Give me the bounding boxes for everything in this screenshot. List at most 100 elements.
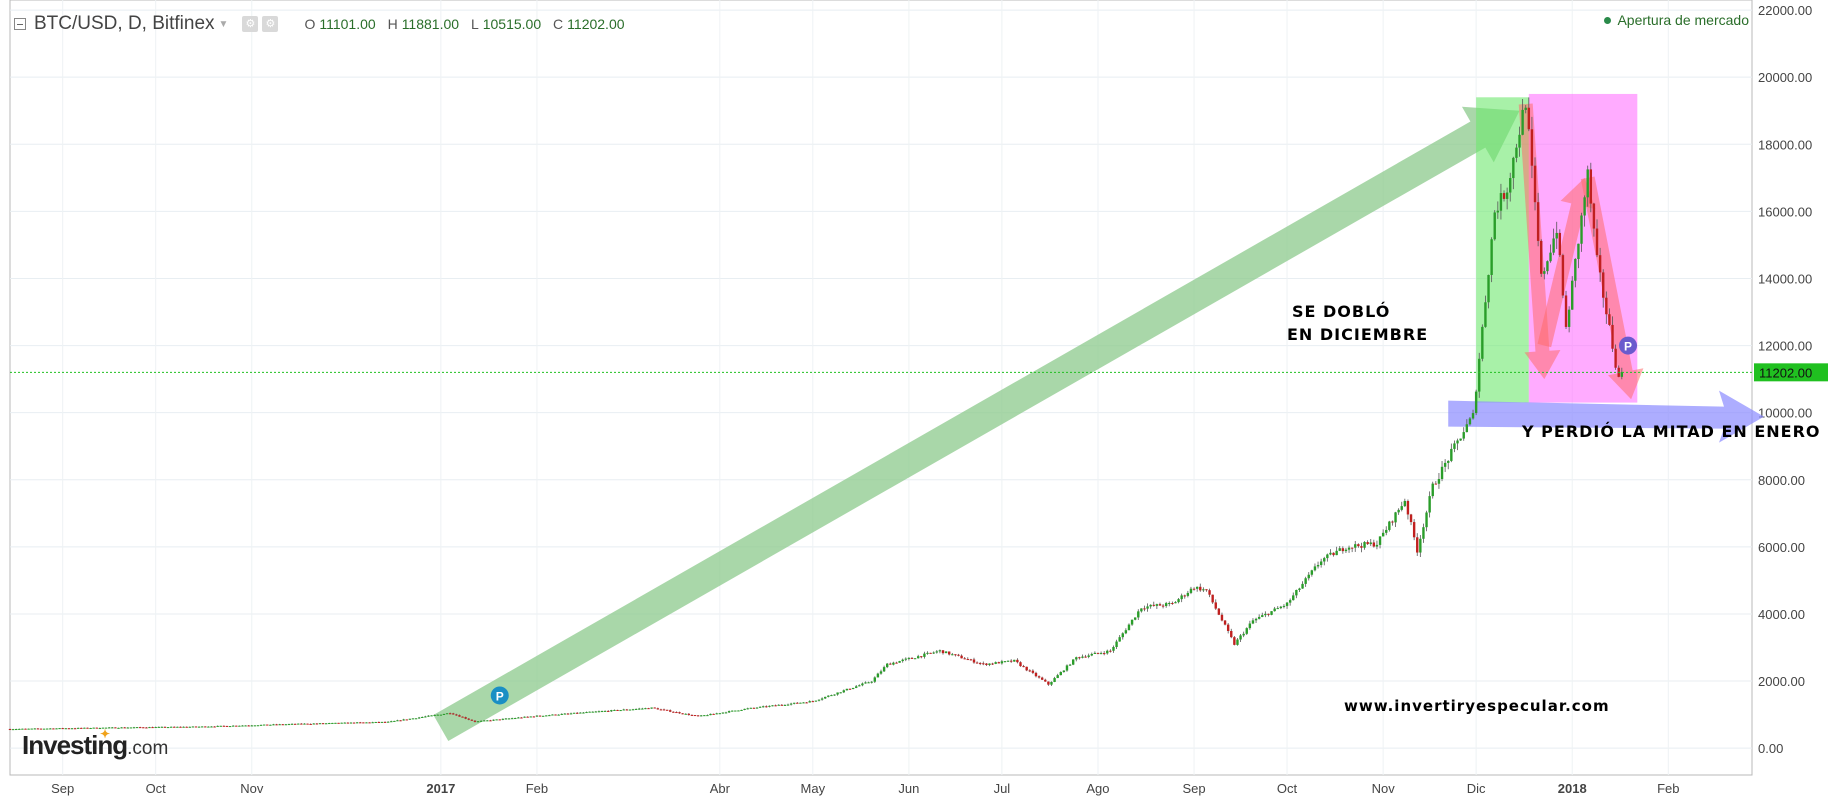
candle-body bbox=[1456, 440, 1459, 444]
candle-body bbox=[355, 722, 359, 724]
candle-body bbox=[712, 713, 715, 715]
candle-body bbox=[281, 724, 284, 726]
annotation-website: www.invertiryespecular.com bbox=[1344, 697, 1610, 715]
candle-body bbox=[1471, 413, 1475, 419]
candle-body bbox=[1462, 432, 1465, 439]
candle-body bbox=[293, 723, 297, 725]
x-tick-label: Jul bbox=[994, 781, 1011, 796]
candle-body bbox=[1230, 630, 1233, 638]
candle-body bbox=[1474, 391, 1478, 414]
candle-body bbox=[1006, 660, 1010, 662]
candle-body bbox=[14, 729, 18, 731]
candle-body bbox=[377, 721, 381, 723]
candle-body bbox=[120, 727, 123, 729]
candle-body bbox=[594, 711, 598, 713]
candle-body bbox=[1226, 624, 1230, 631]
candle-body bbox=[923, 653, 926, 657]
candle-body bbox=[33, 728, 36, 730]
candle-body bbox=[572, 712, 576, 714]
candle-body bbox=[1341, 548, 1345, 552]
chevron-down-icon[interactable]: ▼ bbox=[218, 18, 229, 30]
candle-body bbox=[489, 720, 492, 722]
candle-body bbox=[1013, 659, 1016, 662]
candle-body bbox=[445, 713, 449, 715]
candle-body bbox=[259, 724, 263, 726]
candle-body bbox=[476, 721, 480, 723]
candle-body bbox=[1431, 483, 1434, 497]
candle-body bbox=[104, 727, 108, 729]
candle-body bbox=[1592, 203, 1596, 229]
candle-body bbox=[1288, 600, 1292, 603]
candle-body bbox=[1087, 655, 1090, 657]
candle-body bbox=[1106, 650, 1109, 654]
candle-body bbox=[306, 723, 309, 725]
market-status: Apertura de mercado bbox=[1604, 12, 1749, 28]
candle-body bbox=[1093, 652, 1097, 654]
candle-body bbox=[610, 710, 613, 712]
candle-body bbox=[700, 715, 703, 717]
candle-body bbox=[1140, 608, 1143, 612]
candle-body bbox=[907, 657, 911, 659]
candle-body bbox=[985, 663, 988, 666]
candle-body bbox=[554, 714, 557, 716]
candle-body bbox=[938, 650, 942, 652]
candle-body bbox=[1044, 679, 1047, 682]
candle-body bbox=[1183, 595, 1186, 597]
candle-body bbox=[910, 657, 914, 659]
candle-body bbox=[696, 715, 700, 717]
candle-body bbox=[324, 723, 328, 725]
candle-body bbox=[1239, 635, 1242, 640]
candle-body bbox=[1155, 604, 1159, 606]
candle-body bbox=[1112, 647, 1115, 651]
candle-body bbox=[390, 721, 393, 723]
settings-icon[interactable]: ⚙ bbox=[242, 16, 259, 32]
candle-body bbox=[1186, 592, 1190, 596]
candle-body bbox=[1546, 261, 1549, 272]
candle-body bbox=[1394, 512, 1397, 523]
candle-body bbox=[470, 719, 474, 721]
candle-body bbox=[1360, 546, 1363, 548]
candle-body bbox=[1053, 678, 1056, 682]
candle-body bbox=[132, 727, 136, 729]
candle-body bbox=[188, 726, 191, 728]
candle-body bbox=[1071, 659, 1075, 665]
candle-body bbox=[337, 722, 340, 724]
candle-body bbox=[1540, 240, 1543, 274]
candle-body bbox=[92, 727, 95, 729]
candle-body bbox=[160, 726, 164, 728]
brand-name: Investing bbox=[22, 730, 128, 760]
candle-body bbox=[315, 723, 319, 725]
candle-body bbox=[1391, 521, 1394, 523]
candle-body bbox=[1419, 538, 1422, 553]
candle-body bbox=[566, 713, 570, 715]
candle-body bbox=[312, 723, 315, 725]
candle-body bbox=[101, 727, 105, 729]
candle-body bbox=[1189, 588, 1193, 593]
candle-body bbox=[926, 652, 929, 654]
candle-body bbox=[169, 726, 173, 728]
candle-body bbox=[266, 724, 269, 726]
candle-body bbox=[45, 728, 49, 730]
candle-body bbox=[563, 713, 567, 715]
candle-body bbox=[762, 706, 765, 708]
candle-body bbox=[1149, 604, 1152, 607]
candle-body bbox=[1090, 653, 1093, 656]
candle-body bbox=[138, 727, 142, 729]
candle-body bbox=[247, 725, 250, 727]
candle-body bbox=[684, 713, 687, 715]
symbol-title[interactable]: BTC/USD, D, Bitfinex bbox=[34, 13, 215, 34]
candle-body bbox=[1084, 656, 1087, 658]
candle-body bbox=[1620, 372, 1624, 377]
candle-body bbox=[365, 722, 368, 724]
x-tick-label: Abr bbox=[710, 781, 731, 796]
candle-body bbox=[1124, 630, 1128, 634]
candle-body bbox=[510, 718, 514, 720]
candle-body bbox=[1047, 681, 1050, 685]
collapse-icon[interactable] bbox=[14, 18, 26, 30]
gear-icon[interactable]: ⚙ bbox=[262, 16, 279, 32]
candle-body bbox=[1363, 542, 1366, 548]
candle-body bbox=[58, 728, 61, 730]
candle-body bbox=[374, 721, 377, 723]
